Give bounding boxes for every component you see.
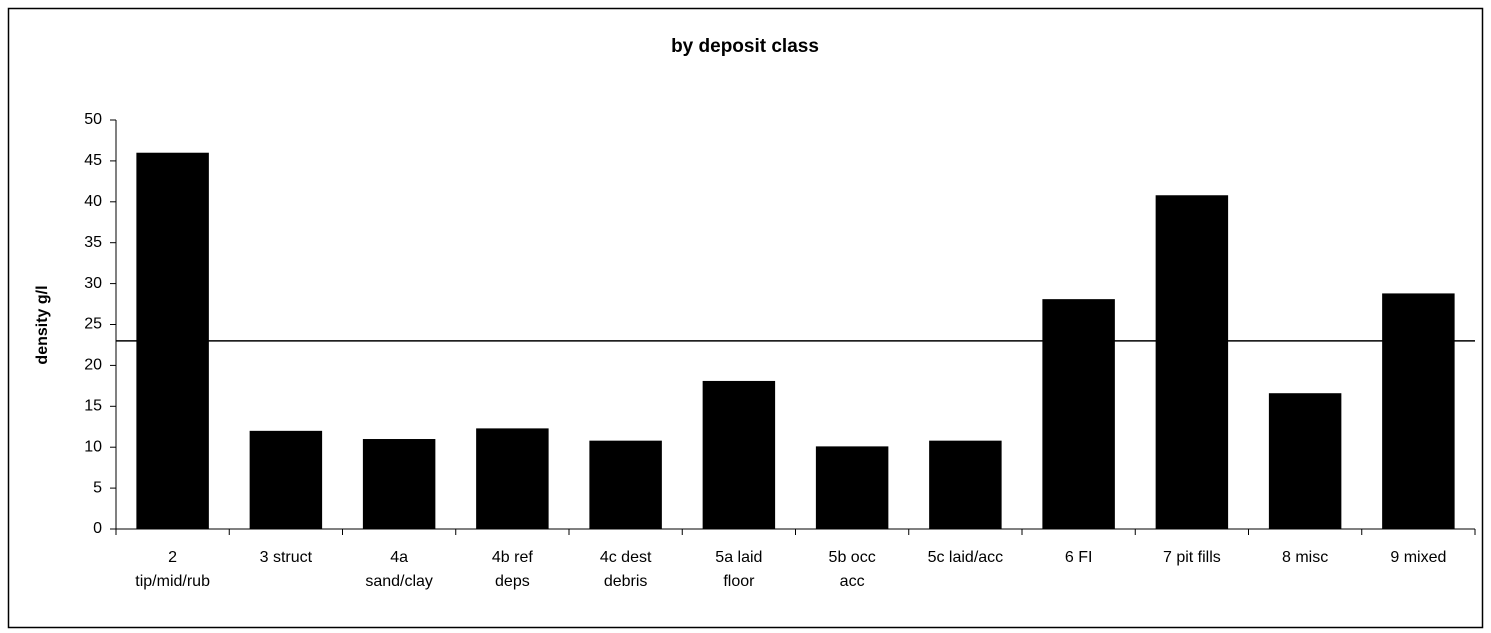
y-tick-label: 20 <box>84 357 102 374</box>
bar <box>589 440 662 529</box>
bar <box>1382 293 1455 529</box>
y-tick-label: 25 <box>84 316 102 333</box>
bar <box>362 439 436 529</box>
x-tick-label: 4a sand/clay <box>365 549 433 590</box>
x-tick-label: 6 FI <box>1065 549 1093 566</box>
y-tick-label: 5 <box>93 479 102 496</box>
bar <box>249 430 323 529</box>
y-axis-label: density g/l <box>34 285 51 364</box>
y-tick-label: 50 <box>84 111 102 128</box>
x-tick-label: 9 mixed <box>1390 549 1446 566</box>
x-tick-label: 5c laid/acc <box>928 549 1004 566</box>
bar <box>476 428 549 529</box>
x-tick-label: 3 struct <box>260 549 313 566</box>
bar <box>1268 393 1342 529</box>
chart-title: by deposit class <box>671 36 819 57</box>
y-tick-label: 40 <box>84 193 102 210</box>
y-tick-label: 15 <box>84 398 102 415</box>
x-tick-label: 5b occ acc <box>829 549 876 590</box>
y-tick-label: 45 <box>84 152 102 169</box>
y-tick-label: 0 <box>93 520 102 537</box>
x-tick-label: 4b ref deps <box>492 549 533 590</box>
y-tick-label: 30 <box>84 275 102 292</box>
bar <box>929 440 1002 529</box>
x-tick-label: 2 tip/mid/rub <box>135 549 210 590</box>
bar <box>1155 195 1229 530</box>
bar <box>702 380 776 529</box>
x-tick-label: 4c dest debris <box>600 549 652 590</box>
bar <box>1042 299 1115 529</box>
x-tick-label: 8 misc <box>1282 549 1328 566</box>
y-tick-label: 35 <box>84 234 102 251</box>
x-tick-label: 5a laid floor <box>715 549 762 590</box>
x-tick-label: 7 pit fills <box>1163 549 1221 566</box>
bar <box>815 446 889 529</box>
y-tick-label: 10 <box>84 438 102 455</box>
